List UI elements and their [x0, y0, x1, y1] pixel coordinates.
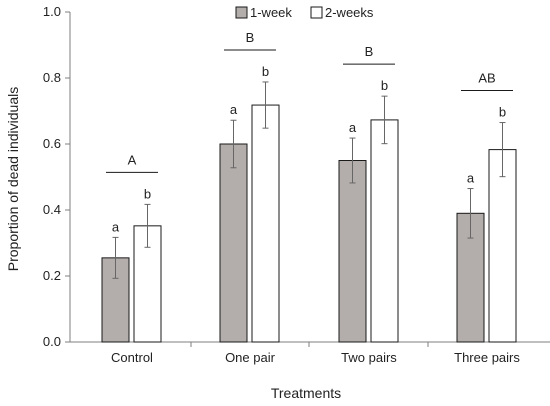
x-tick-label: One pair — [225, 350, 276, 365]
bar-2-weeks — [370, 119, 399, 343]
significance-letter: a — [230, 102, 238, 117]
x-axis-title: Treatments — [271, 385, 341, 401]
group-letter: B — [365, 44, 374, 59]
y-tick-label: 0.2 — [43, 268, 61, 283]
significance-letter: b — [144, 186, 151, 201]
y-tick-label: 0.4 — [43, 202, 61, 217]
bar-1-week — [338, 160, 367, 343]
y-tick-label: 0.6 — [43, 136, 61, 151]
significance-letter: a — [467, 171, 475, 186]
y-tick-label: 0.0 — [43, 334, 61, 349]
axes: 0.0 0.2 0.4 0.6 0.8 1.0 Control One pair Two pai… — [43, 4, 550, 365]
significance-letter: a — [112, 219, 120, 234]
legend-label: 2-weeks — [325, 5, 374, 20]
y-tick-label: 1.0 — [43, 4, 61, 19]
legend: 1-week 2-weeks — [235, 5, 374, 20]
bar-2-weeks — [251, 104, 280, 343]
legend-swatch — [235, 6, 248, 19]
group-letter: AB — [478, 71, 495, 86]
legend-label: 1-week — [250, 5, 292, 20]
significance-letter: a — [349, 120, 357, 135]
group-letter: A — [128, 152, 137, 167]
bar-2-weeks — [488, 149, 517, 343]
x-tick-label: Two pairs — [341, 350, 397, 365]
significance-letter: b — [499, 105, 506, 120]
x-tick-label: Control — [111, 350, 153, 365]
y-axis-title: Proportion of dead individuals — [5, 87, 21, 271]
bar-1-week — [219, 143, 248, 343]
group-letter: B — [246, 30, 255, 45]
x-tick-label: Three pairs — [454, 350, 520, 365]
significance-letter: b — [381, 78, 388, 93]
legend-swatch — [310, 6, 323, 19]
bars — [101, 81, 517, 343]
significance-letter: b — [262, 64, 269, 79]
y-tick-label: 0.8 — [43, 70, 61, 85]
